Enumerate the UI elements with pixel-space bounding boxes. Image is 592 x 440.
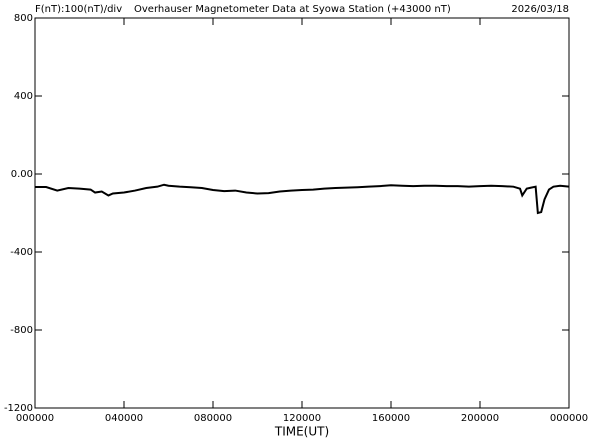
x-tick-label: 160000 [372, 413, 410, 424]
y-tick-label: -800 [10, 325, 33, 336]
chart-title: Overhauser Magnetometer Data at Syowa St… [134, 4, 451, 15]
scale-label: F(nT):100(nT)/div [35, 4, 122, 15]
y-tick-label: -1200 [4, 403, 33, 414]
x-tick-label: 000000 [550, 413, 588, 424]
plot-frame [34, 17, 570, 409]
x-tick-label: 000000 [16, 413, 54, 424]
y-tick-label: 800 [14, 13, 33, 24]
x-tick-label: 080000 [194, 413, 232, 424]
y-tick-label: 400 [14, 91, 33, 102]
x-tick-label: 120000 [283, 413, 321, 424]
x-tick-label: 040000 [105, 413, 143, 424]
date: 2026/03/18 [511, 4, 569, 15]
y-tick-label: -400 [10, 247, 33, 258]
data-line [35, 183, 570, 215]
x-axis-label: TIME(UT) [274, 425, 329, 439]
x-tick-label: 200000 [461, 413, 499, 424]
y-tick-label: 0.00 [11, 169, 33, 180]
